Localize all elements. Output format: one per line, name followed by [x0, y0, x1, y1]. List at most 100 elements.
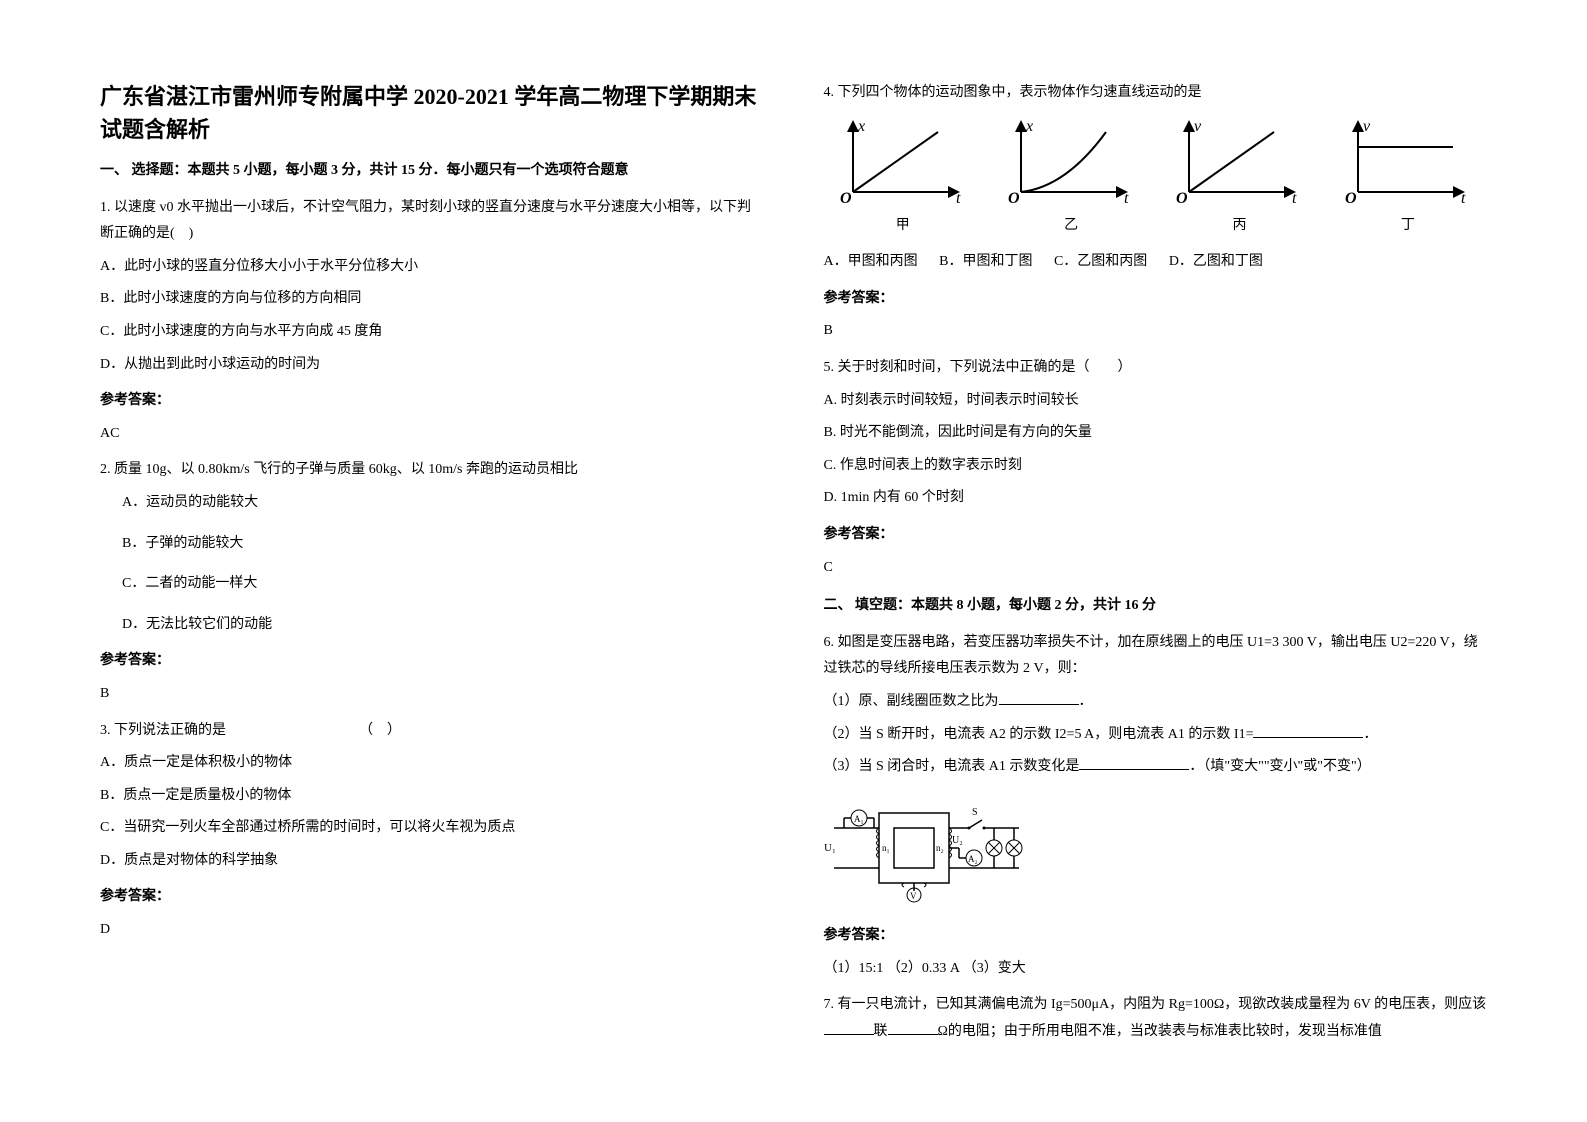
svg-text:S: S	[972, 807, 978, 818]
q5-option-a: A. 时刻表示时间较短，时间表示时间较长	[824, 388, 1488, 415]
q6-part3: （3）当 S 闭合时，电流表 A1 示数变化是 ．（填"变大""变小"或"不变"）	[824, 754, 1488, 781]
q3-option-a: A．质点一定是体积极小的物体	[100, 750, 764, 777]
q6-answer-label: 参考答案：	[824, 923, 1488, 950]
q4-choice-b: B．甲图和丁图	[939, 254, 1032, 269]
graph-yi: x O t 乙	[992, 117, 1150, 240]
svg-text:A₁: A₁	[854, 814, 864, 824]
q6-p2-text-a: （2）当 S 断开时，电流表 A2 的示数 I2=5 A，则电流表 A1 的示数…	[824, 727, 1254, 742]
q6-p3-text-b: ．（填"变大""变小"或"不变"）	[1189, 759, 1370, 774]
q3-option-c: C．当研究一列火车全部通过桥所需的时间时，可以将火车视为质点	[100, 815, 764, 842]
q3-answer-label: 参考答案：	[100, 884, 764, 911]
right-column: 4. 下列四个物体的运动图象中，表示物体作匀速直线运动的是 x O t 甲	[824, 80, 1488, 1082]
q2-answer-label: 参考答案：	[100, 648, 764, 675]
q6-stem: 6. 如图是变压器电路，若变压器功率损失不计，加在原线圈上的电压 U1=3 30…	[824, 630, 1488, 683]
q4-answer-label: 参考答案：	[824, 286, 1488, 313]
q1-answer-label: 参考答案：	[100, 388, 764, 415]
q1-option-d: D．从抛出到此时小球运动的时间为	[100, 352, 764, 379]
circuit-svg: U₁ A₁ n₁ n₂ S	[824, 793, 1024, 903]
graph-bing: v O t 丙	[1160, 117, 1318, 240]
q6-part2: （2）当 S 断开时，电流表 A2 的示数 I2=5 A，则电流表 A1 的示数…	[824, 722, 1488, 749]
q7-text-c: Ω的电阻；由于所用电阻不准，当改装表与标准表比较时，发现当标准值	[938, 1024, 1382, 1039]
q5-answer: C	[824, 555, 1488, 582]
q1-option-a: A．此时小球的竖直分位移大小小于水平分位移大小	[100, 254, 764, 281]
q5-stem: 5. 关于时刻和时间，下列说法中正确的是（ ）	[824, 355, 1488, 382]
q5-option-d: D. 1min 内有 60 个时刻	[824, 485, 1488, 512]
x-axis-label: t	[1124, 190, 1129, 207]
q1-option-b: B．此时小球速度的方向与位移的方向相同	[100, 286, 764, 313]
graph-jia-label: 甲	[824, 213, 982, 240]
svg-text:U₁: U₁	[824, 842, 836, 854]
q2-answer: B	[100, 681, 764, 708]
q3-option-d: D．质点是对物体的科学抽象	[100, 848, 764, 875]
blank-fill	[824, 1021, 874, 1035]
section-2-heading: 二、 填空题：本题共 8 小题，每小题 2 分，共计 16 分	[824, 593, 1488, 620]
q3-option-b: B．质点一定是质量极小的物体	[100, 783, 764, 810]
q5-option-c: C. 作息时间表上的数字表示时刻	[824, 453, 1488, 480]
svg-text:V: V	[910, 891, 917, 901]
blank-fill	[999, 691, 1079, 705]
q4-stem: 4. 下列四个物体的运动图象中，表示物体作匀速直线运动的是	[824, 80, 1488, 107]
origin-label: O	[1345, 190, 1357, 207]
blank-fill	[1079, 756, 1189, 770]
graph-ding: v O t 丁	[1329, 117, 1487, 240]
q2-option-a: A．运动员的动能较大	[100, 490, 764, 517]
graph-yi-label: 乙	[992, 213, 1150, 240]
q4-choice-a: A．甲图和丙图	[824, 254, 918, 269]
q3-answer: D	[100, 917, 764, 944]
q4-graphs-row: x O t 甲 x O t 乙	[824, 117, 1488, 240]
graph-ding-svg: v O t	[1343, 117, 1473, 207]
q3-stem: 3. 下列说法正确的是 （ ）	[100, 718, 764, 745]
question-7: 7. 有一只电流计，已知其满偏电流为 Ig=500μA，内阻为 Rg=100Ω，…	[824, 992, 1488, 1045]
q5-answer-label: 参考答案：	[824, 522, 1488, 549]
q1-stem: 1. 以速度 v0 水平抛出一小球后，不计空气阻力，某时刻小球的竖直分速度与水平…	[100, 195, 764, 248]
q2-option-d: D．无法比较它们的动能	[100, 612, 764, 639]
graph-yi-svg: x O t	[1006, 117, 1136, 207]
graph-ding-label: 丁	[1329, 213, 1487, 240]
q6-p3-text-a: （3）当 S 闭合时，电流表 A1 示数变化是	[824, 759, 1080, 774]
graph-bing-label: 丙	[1160, 213, 1318, 240]
x-axis-label: t	[956, 190, 961, 207]
svg-text:n₂: n₂	[936, 843, 944, 853]
transformer-circuit-diagram: U₁ A₁ n₁ n₂ S	[824, 793, 1488, 914]
q4-choices: A．甲图和丙图 B．甲图和丁图 C．乙图和丙图 D．乙图和丁图	[824, 249, 1488, 276]
origin-label: O	[840, 190, 852, 207]
question-3: 3. 下列说法正确的是 （ ） A．质点一定是体积极小的物体 B．质点一定是质量…	[100, 718, 764, 944]
blank-fill	[888, 1021, 938, 1035]
y-axis-label: x	[1025, 118, 1033, 135]
y-axis-label: v	[1194, 118, 1202, 135]
x-axis-label: t	[1292, 190, 1297, 207]
q1-answer: AC	[100, 421, 764, 448]
graph-jia-svg: x O t	[838, 117, 968, 207]
graph-bing-svg: v O t	[1174, 117, 1304, 207]
x-axis-label: t	[1461, 190, 1466, 207]
q2-option-b: B．子弹的动能较大	[100, 531, 764, 558]
q6-p1-text-b: ．	[1079, 694, 1093, 709]
question-5: 5. 关于时刻和时间，下列说法中正确的是（ ） A. 时刻表示时间较短，时间表示…	[824, 355, 1488, 581]
q6-answer: （1）15:1 （2）0.33 A （3）变大	[824, 956, 1488, 983]
q6-part1: （1）原、副线圈匝数之比为 ．	[824, 689, 1488, 716]
q5-option-b: B. 时光不能倒流，因此时间是有方向的矢量	[824, 420, 1488, 447]
question-6: 6. 如图是变压器电路，若变压器功率损失不计，加在原线圈上的电压 U1=3 30…	[824, 630, 1488, 983]
svg-text:U₂: U₂	[952, 835, 963, 846]
q6-p1-text-a: （1）原、副线圈匝数之比为	[824, 694, 999, 709]
q4-choice-d: D．乙图和丁图	[1169, 254, 1263, 269]
question-2: 2. 质量 10g、以 0.80km/s 飞行的子弹与质量 60kg、以 10m…	[100, 457, 764, 707]
q7-text-b: 联	[874, 1024, 888, 1039]
q4-answer: B	[824, 318, 1488, 345]
origin-label: O	[1176, 190, 1188, 207]
blank-fill	[1253, 724, 1363, 738]
y-axis-label: x	[857, 118, 865, 135]
graph-jia: x O t 甲	[824, 117, 982, 240]
left-column: 广东省湛江市雷州师专附属中学 2020-2021 学年高二物理下学期期末试题含解…	[100, 80, 764, 1082]
document-title: 广东省湛江市雷州师专附属中学 2020-2021 学年高二物理下学期期末试题含解…	[100, 80, 764, 146]
q6-p2-text-b: ．	[1363, 727, 1377, 742]
question-1: 1. 以速度 v0 水平抛出一小球后，不计空气阻力，某时刻小球的竖直分速度与水平…	[100, 195, 764, 448]
q2-option-c: C．二者的动能一样大	[100, 571, 764, 598]
y-axis-label: v	[1363, 118, 1371, 135]
q1-option-c: C．此时小球速度的方向与水平方向成 45 度角	[100, 319, 764, 346]
svg-text:A₂: A₂	[968, 854, 978, 864]
section-1-heading: 一、 选择题：本题共 5 小题，每小题 3 分，共计 15 分．每小题只有一个选…	[100, 158, 764, 185]
q7-text-a: 7. 有一只电流计，已知其满偏电流为 Ig=500μA，内阻为 Rg=100Ω，…	[824, 997, 1487, 1012]
q4-choice-c: C．乙图和丙图	[1054, 254, 1147, 269]
question-4: 4. 下列四个物体的运动图象中，表示物体作匀速直线运动的是 x O t 甲	[824, 80, 1488, 345]
